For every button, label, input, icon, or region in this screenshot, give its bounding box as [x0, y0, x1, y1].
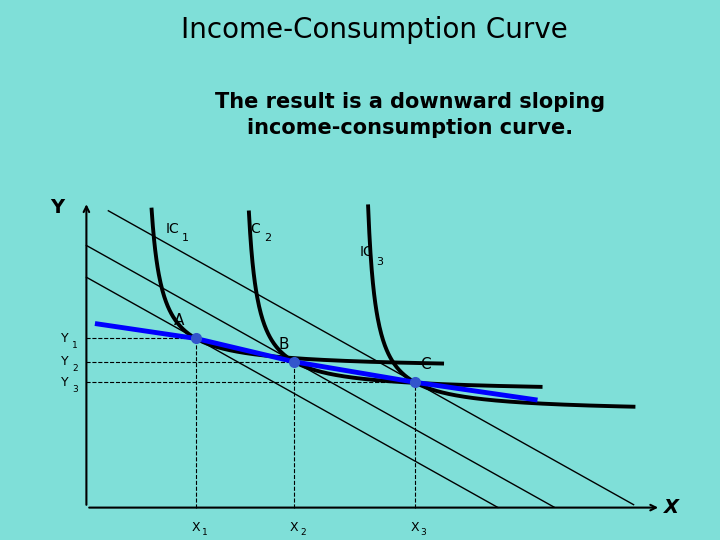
Text: 3: 3 [420, 528, 426, 537]
Text: Y: Y [60, 376, 68, 389]
Text: 3: 3 [72, 384, 78, 394]
Text: IC: IC [360, 245, 374, 259]
Text: 1: 1 [182, 233, 189, 244]
Text: 1: 1 [202, 528, 207, 537]
Text: 2: 2 [264, 233, 271, 244]
Text: Income-Consumption Curve: Income-Consumption Curve [181, 16, 568, 44]
Text: The result is a downward sloping
income-consumption curve.: The result is a downward sloping income-… [215, 92, 606, 138]
Text: IC: IC [166, 222, 179, 236]
Text: X: X [665, 498, 680, 517]
Text: Y: Y [50, 198, 65, 217]
Text: X: X [410, 521, 419, 534]
Text: Y: Y [60, 332, 68, 345]
Text: X: X [290, 521, 299, 534]
Text: 2: 2 [72, 364, 78, 373]
Text: A: A [174, 314, 184, 328]
Text: Y: Y [60, 355, 68, 368]
Text: C: C [420, 357, 431, 372]
Text: 3: 3 [377, 257, 384, 267]
Text: 2: 2 [300, 528, 306, 537]
Text: X: X [192, 521, 200, 534]
Text: B: B [278, 337, 289, 352]
Text: 1: 1 [72, 341, 78, 350]
Text: IC: IC [248, 222, 261, 236]
